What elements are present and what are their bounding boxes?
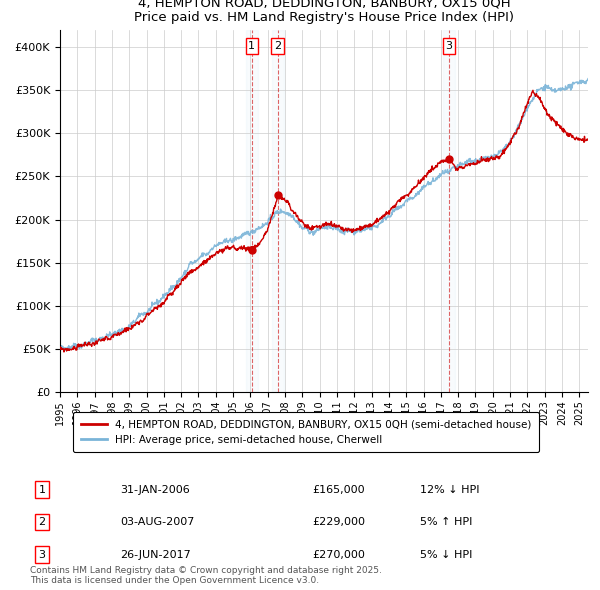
Text: 12% ↓ HPI: 12% ↓ HPI — [420, 485, 479, 494]
Text: 2: 2 — [38, 517, 46, 527]
Bar — [246, 30, 258, 392]
Text: 03-AUG-2007: 03-AUG-2007 — [120, 517, 194, 527]
Text: Contains HM Land Registry data © Crown copyright and database right 2025.
This d: Contains HM Land Registry data © Crown c… — [30, 566, 382, 585]
Text: 31-JAN-2006: 31-JAN-2006 — [120, 485, 190, 494]
Bar — [272, 30, 284, 392]
Text: £229,000: £229,000 — [312, 517, 365, 527]
Text: £165,000: £165,000 — [312, 485, 365, 494]
Text: 1: 1 — [248, 41, 256, 51]
Text: 1: 1 — [38, 485, 46, 494]
Text: £270,000: £270,000 — [312, 550, 365, 559]
Legend: 4, HEMPTON ROAD, DEDDINGTON, BANBURY, OX15 0QH (semi-detached house), HPI: Avera: 4, HEMPTON ROAD, DEDDINGTON, BANBURY, OX… — [73, 412, 539, 452]
Title: 4, HEMPTON ROAD, DEDDINGTON, BANBURY, OX15 0QH
Price paid vs. HM Land Registry's: 4, HEMPTON ROAD, DEDDINGTON, BANBURY, OX… — [134, 0, 514, 24]
Text: 3: 3 — [446, 41, 452, 51]
Text: 5% ↑ HPI: 5% ↑ HPI — [420, 517, 472, 527]
Bar — [443, 30, 455, 392]
Text: 2: 2 — [274, 41, 281, 51]
Text: 5% ↓ HPI: 5% ↓ HPI — [420, 550, 472, 559]
Text: 26-JUN-2017: 26-JUN-2017 — [120, 550, 191, 559]
Text: 3: 3 — [38, 550, 46, 559]
